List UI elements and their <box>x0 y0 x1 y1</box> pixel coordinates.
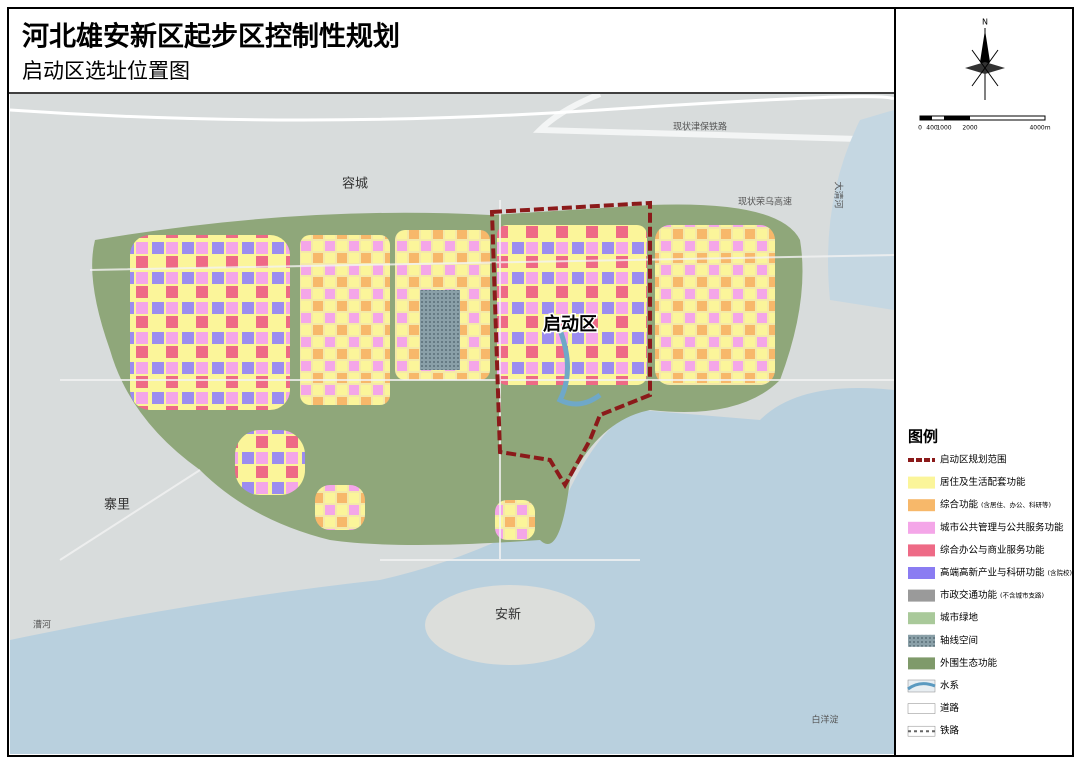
place-label: 容城 <box>342 176 368 192</box>
block <box>235 430 305 495</box>
legend-label: 轴线空间 <box>940 634 978 646</box>
scale-bar-segment <box>944 116 970 120</box>
legend-note: (含院校) <box>1048 568 1073 577</box>
compass-rose <box>971 49 999 87</box>
legend-title: 图例 <box>908 428 938 446</box>
title: 河北雄安新区起步区控制性规划 <box>22 21 400 53</box>
block <box>497 225 647 385</box>
legend-swatch <box>907 703 936 714</box>
place-label: 寨里 <box>104 497 130 513</box>
legend-label: 市政交通功能 <box>940 589 998 601</box>
legend-swatch <box>907 682 936 691</box>
compass-rose <box>971 49 999 87</box>
legend-label: 外围生态功能 <box>940 657 998 669</box>
north-arrow: N <box>965 18 1005 100</box>
legend-label: 铁路 <box>940 725 960 737</box>
legend-label: 水系 <box>940 680 959 692</box>
river <box>556 329 602 407</box>
place-label: 现状津保铁路 <box>673 121 727 133</box>
subtitle: 启动区选址位置图 <box>22 59 190 83</box>
place-label: 现状荣乌高速 <box>738 196 792 208</box>
place-label: 安新 <box>495 607 521 623</box>
legend-label: 城市绿地 <box>940 612 979 624</box>
legend-label: 启动区规划范围 <box>940 454 1007 466</box>
scale-label: 400 <box>926 125 938 132</box>
town <box>425 585 595 665</box>
map: 启动区 容城 寨里 安新 白洋淀 漕河 大清河 现状津保铁路 现状荣乌高速 <box>10 94 894 754</box>
water <box>828 110 894 310</box>
road <box>10 95 894 122</box>
place-label: 白洋淀 <box>811 714 838 726</box>
urban-blocks <box>130 225 775 540</box>
legend-swatch <box>908 634 935 647</box>
axis-space <box>420 290 460 370</box>
scale-bar-outline <box>919 115 1046 121</box>
road <box>532 94 894 143</box>
north-pointer <box>980 30 990 68</box>
scale-label: 0 <box>918 125 922 132</box>
legend-label: 综合功能 <box>940 499 979 511</box>
legend-note: (含居住、办公、科研等) <box>981 500 1051 509</box>
legend-swatch <box>908 499 935 512</box>
block <box>655 225 775 385</box>
scale-label: 4000m <box>1029 125 1050 132</box>
block <box>315 485 365 530</box>
place-label: 大清河 <box>833 181 845 208</box>
legend-label: 居住及生活配套功能 <box>940 476 1026 488</box>
legend-label: 道路 <box>940 702 960 714</box>
place-label: 漕河 <box>33 619 51 631</box>
legend-label: 高端高新产业与科研功能 <box>940 567 1045 579</box>
block <box>300 235 390 405</box>
legend-swatch <box>908 612 935 625</box>
scale-label: 1000 <box>936 125 951 132</box>
legend-note: (不含城市支路) <box>1000 591 1044 600</box>
legend-swatch <box>908 476 935 489</box>
start-area-label: 启动区 <box>543 313 597 335</box>
legend-swatch <box>908 657 935 670</box>
scale-bar-segment <box>920 116 932 120</box>
legend-label: 综合办公与商业服务功能 <box>940 544 1045 556</box>
block <box>130 235 290 410</box>
water <box>10 388 894 754</box>
legend-swatch <box>908 544 935 557</box>
legend-swatch <box>908 567 935 579</box>
north-label: N <box>982 18 988 27</box>
scale-label: 2000 <box>962 125 977 132</box>
block <box>495 500 535 540</box>
legend-swatch <box>908 589 935 602</box>
legend-label: 城市公共管理与公共服务功能 <box>940 521 1064 533</box>
legend-swatch <box>908 521 935 534</box>
